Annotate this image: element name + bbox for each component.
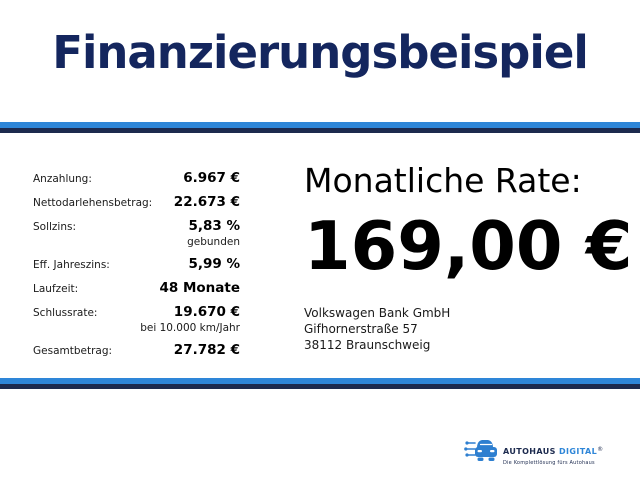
table-row: Schlussrate: 19.670 € bei 10.000 km/Jahr [33, 304, 240, 335]
table-row: Anzahlung: 6.967 € [33, 170, 240, 187]
table-row: Laufzeit: 48 Monate [33, 280, 240, 297]
bank-city: 38112 Braunschweig [304, 338, 431, 352]
row-value: 5,99 % [188, 256, 240, 272]
brand-name-primary: AUTOHAUS [503, 446, 556, 456]
row-label: Gesamtbetrag: [33, 345, 113, 357]
logo-text-block: AUTOHAUS DIGITAL® Die Komplettlösung für… [503, 438, 604, 466]
row-label: Sollzins: [33, 221, 77, 233]
row-label: Laufzeit: [33, 283, 79, 295]
table-row: Sollzins: 5,83 % gebunden [33, 218, 240, 249]
bank-address: Volkswagen Bank GmbH Gifhornerstraße 57 … [304, 305, 640, 353]
top-separator-navy-rule [0, 128, 640, 133]
row-note: bei 10.000 km/Jahr [140, 322, 240, 334]
row-value: 5,83 % [188, 218, 240, 234]
brand-name: AUTOHAUS DIGITAL® [503, 445, 604, 456]
row-value: 19.670 € [173, 304, 240, 320]
car-circuit-icon [464, 436, 498, 467]
top-separator [0, 122, 640, 133]
bank-street: Gifhornerstraße 57 [304, 322, 418, 336]
row-value: 22.673 € [173, 194, 240, 210]
row-value: 48 Monate [159, 280, 240, 296]
page-title: Finanzierungsbeispiel [52, 26, 589, 79]
row-label: Eff. Jahreszins: [33, 259, 110, 271]
registered-trademark-symbol: ® [597, 445, 604, 453]
logo-tagline: Die Komplettlösung fürs Autohaus [503, 459, 595, 466]
row-value: 6.967 € [183, 170, 240, 186]
row-label: Schlussrate: [33, 307, 98, 319]
row-label: Anzahlung: [33, 173, 92, 185]
table-row: Nettodarlehensbetrag: 22.673 € [33, 194, 240, 211]
monthly-rate-heading: Monatliche Rate: [304, 161, 582, 200]
top-separator-blue-rule [0, 122, 640, 128]
table-row: Gesamtbetrag: 27.782 € [33, 342, 240, 359]
brand-name-secondary: DIGITAL [559, 446, 598, 456]
bottom-separator [0, 378, 640, 389]
bottom-separator-navy-rule [0, 384, 640, 389]
row-value: 27.782 € [173, 342, 240, 358]
row-note: gebunden [187, 236, 240, 248]
bank-name: Volkswagen Bank GmbH [304, 306, 451, 320]
bottom-separator-blue-rule [0, 378, 640, 384]
monthly-rate-panel: Monatliche Rate: 169,00 € Volkswagen Ban… [304, 160, 640, 353]
monthly-rate-amount: 169,00 € [304, 207, 633, 285]
row-label: Nettodarlehensbetrag: [33, 197, 153, 209]
table-row: Eff. Jahreszins: 5,99 % [33, 256, 240, 273]
autohaus-digital-logo: AUTOHAUS DIGITAL® Die Komplettlösung für… [464, 436, 604, 467]
finance-details-table: Anzahlung: 6.967 € Nettodarlehensbetrag:… [33, 170, 240, 366]
